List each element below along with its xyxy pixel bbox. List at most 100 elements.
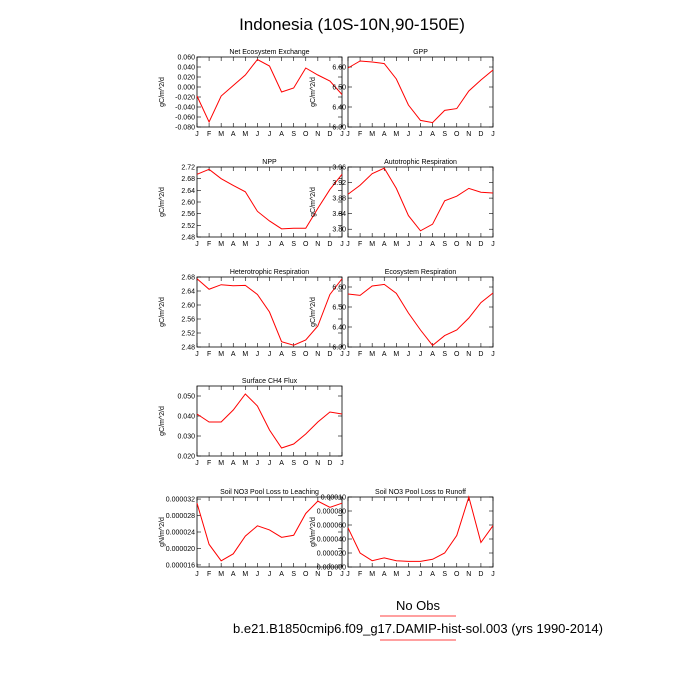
panel-6-xtick-label: O [454, 351, 460, 358]
panel-4-xtick-label: O [454, 241, 460, 248]
panel-2-xtick-label: J [407, 131, 411, 138]
panel-6-xtick-label: M [369, 351, 375, 358]
panel-1-ytick-label: -0.020 [175, 95, 195, 102]
panel-2-ytick-label: 6.30 [332, 125, 346, 132]
panel-2-ytick-label: 6.50 [332, 85, 346, 92]
panel-9-xtick-label: J [491, 571, 495, 578]
panel-6-ytick-label: 6.30 [332, 345, 346, 352]
panel-2-xtick-label: M [393, 131, 399, 138]
panel-9-ytick-label: 0.000080 [317, 509, 346, 516]
panel-7-ytick-label: 0.030 [177, 434, 195, 441]
panel-2-ytick-label: 6.60 [332, 65, 346, 72]
panel-4: Autotrophic Respiration gC/m^2/d 3.96 3.92 3… [310, 159, 495, 248]
panel-3-xtick-label: A [231, 241, 236, 248]
panel-3-ytick-label: 2.52 [181, 223, 195, 230]
panel-4-xtick-label: J [407, 241, 411, 248]
panel-8-xtick-label: D [327, 571, 332, 578]
panel-5: Heterotrophic Respiration gC/m^2/d 2.68 2.6… [159, 269, 344, 358]
panel-4-xtick-label: J [419, 241, 423, 248]
panel-7-xtick-label: J [256, 460, 260, 467]
panel-7-xtick-label: M [218, 460, 224, 467]
panel-7-title: Surface CH4 Flux [242, 378, 298, 385]
panel-2-xtick-label: J [346, 131, 350, 138]
panel-4-xtick-label: N [466, 241, 471, 248]
panel-9: Soil NO3 Pool Loss to RunoffgN/m^2/d0.00… [310, 489, 495, 578]
panel-7-xtick-label: D [327, 460, 332, 467]
panel-2-ylabel: gC/m^2/d [310, 77, 317, 107]
panel-2-xtick-label: S [442, 131, 447, 138]
panel-9-xtick-label: M [393, 571, 399, 578]
panel-1-xtick-label: A [231, 131, 236, 138]
panel-9-xtick-label: A [430, 571, 435, 578]
panel-4-series-line [347, 167, 494, 232]
panel-8-xtick-label: J [195, 571, 199, 578]
panel-1-xtick-label: F [207, 131, 211, 138]
panel-5-xtick-label: F [207, 351, 211, 358]
panel-3-ytick-label: 2.72 [181, 165, 195, 172]
panel-4-ytick-label: 3.92 [332, 180, 346, 187]
panel-4-ytick-label: 3.80 [332, 227, 346, 234]
panel-4-ytick-label: 3.88 [332, 196, 346, 203]
panel-5-xtick-label: N [315, 351, 320, 358]
panel-7-xtick-label: A [279, 460, 284, 467]
panel-8-series-line [196, 500, 343, 562]
panel-8: Soil NO3 Pool Loss to LeachinggN/m^2/d0.… [159, 489, 344, 578]
panel-5-xtick-label: J [340, 351, 344, 358]
panel-2-xtick-label: A [382, 131, 387, 138]
legend-obs: No Obs [396, 598, 441, 613]
panel-8-ytick-label: 0.000024 [166, 530, 195, 537]
panel-5-xtick-label: M [218, 351, 224, 358]
panel-7-xtick-label: A [231, 460, 236, 467]
panel-5-xtick-label: J [195, 351, 199, 358]
panel-2-title: GPP [413, 49, 428, 56]
panel-9-xtick-label: N [466, 571, 471, 578]
panel-7-frame [196, 385, 343, 457]
panel-2-xtick-label: N [466, 131, 471, 138]
panel-8-ytick-label: 0.000028 [166, 513, 195, 520]
panel-6-xtick-label: N [466, 351, 471, 358]
panel-4-xtick-label: A [382, 241, 387, 248]
legend-case: b.e21.B1850cmip6.f09_g17.DAMIP-hist-sol.… [233, 621, 603, 636]
panel-3-xtick-label: J [195, 241, 199, 248]
panel-2-xtick-label: J [491, 131, 495, 138]
panel-9-ytick-label: 0.000040 [317, 537, 346, 544]
panel-5-ytick-label: 2.64 [181, 289, 195, 296]
panel-7: Surface CH4 Flux gC/m^2/d 0.050 0.040 0.030 0… [159, 378, 344, 467]
panel-9-ytick-label: 0.00010 [321, 495, 346, 502]
panel-1-series-line [196, 58, 343, 124]
panel-7-ylabel: gC/m^2/d [159, 406, 166, 436]
panel-6-series-line [347, 283, 494, 347]
panel-9-xtick-label: J [407, 571, 411, 578]
panel-2-xtick-label: A [430, 131, 435, 138]
panel-6-xtick-label: F [358, 351, 362, 358]
panel-8-xtick-label: J [340, 571, 344, 578]
panel-1-xtick-label: J [256, 131, 260, 138]
panel-7-xtick-label: O [303, 460, 309, 467]
panel-8-xtick-label: A [231, 571, 236, 578]
panel-1-xtick-label: O [303, 131, 309, 138]
panel-3-xtick-label: J [340, 241, 344, 248]
panel-5-xtick-label: J [268, 351, 272, 358]
panel-4-xtick-label: D [478, 241, 483, 248]
panel-4-title: Autotrophic Respiration [384, 159, 457, 166]
panel-9-ytick-label: 0.000020 [317, 551, 346, 558]
panel-7-xtick-label: N [315, 460, 320, 467]
panel-2-ytick-label: 6.40 [332, 105, 346, 112]
panel-1-ytick-label: 0.000 [177, 85, 195, 92]
panel-1-xtick-label: J [268, 131, 272, 138]
panels: Net Ecosystem Exchange gC/m^2/d 0.060 0.040… [159, 49, 495, 578]
panel-1-xtick-label: M [218, 131, 224, 138]
panel-3-xtick-label: M [242, 241, 248, 248]
panel-5-title: Heterotrophic Respiration [230, 269, 309, 276]
panel-5-ytick-label: 2.56 [181, 317, 195, 324]
panel-4-ylabel: gC/m^2/d [310, 187, 317, 217]
panel-7-xtick-label: M [242, 460, 248, 467]
panel-8-xtick-label: N [315, 571, 320, 578]
panel-6-xtick-label: J [419, 351, 423, 358]
panel-9-xtick-label: O [454, 571, 460, 578]
panel-7-series-line [196, 393, 343, 449]
panel-1-xtick-label: J [195, 131, 199, 138]
panel-9-xtick-label: D [478, 571, 483, 578]
